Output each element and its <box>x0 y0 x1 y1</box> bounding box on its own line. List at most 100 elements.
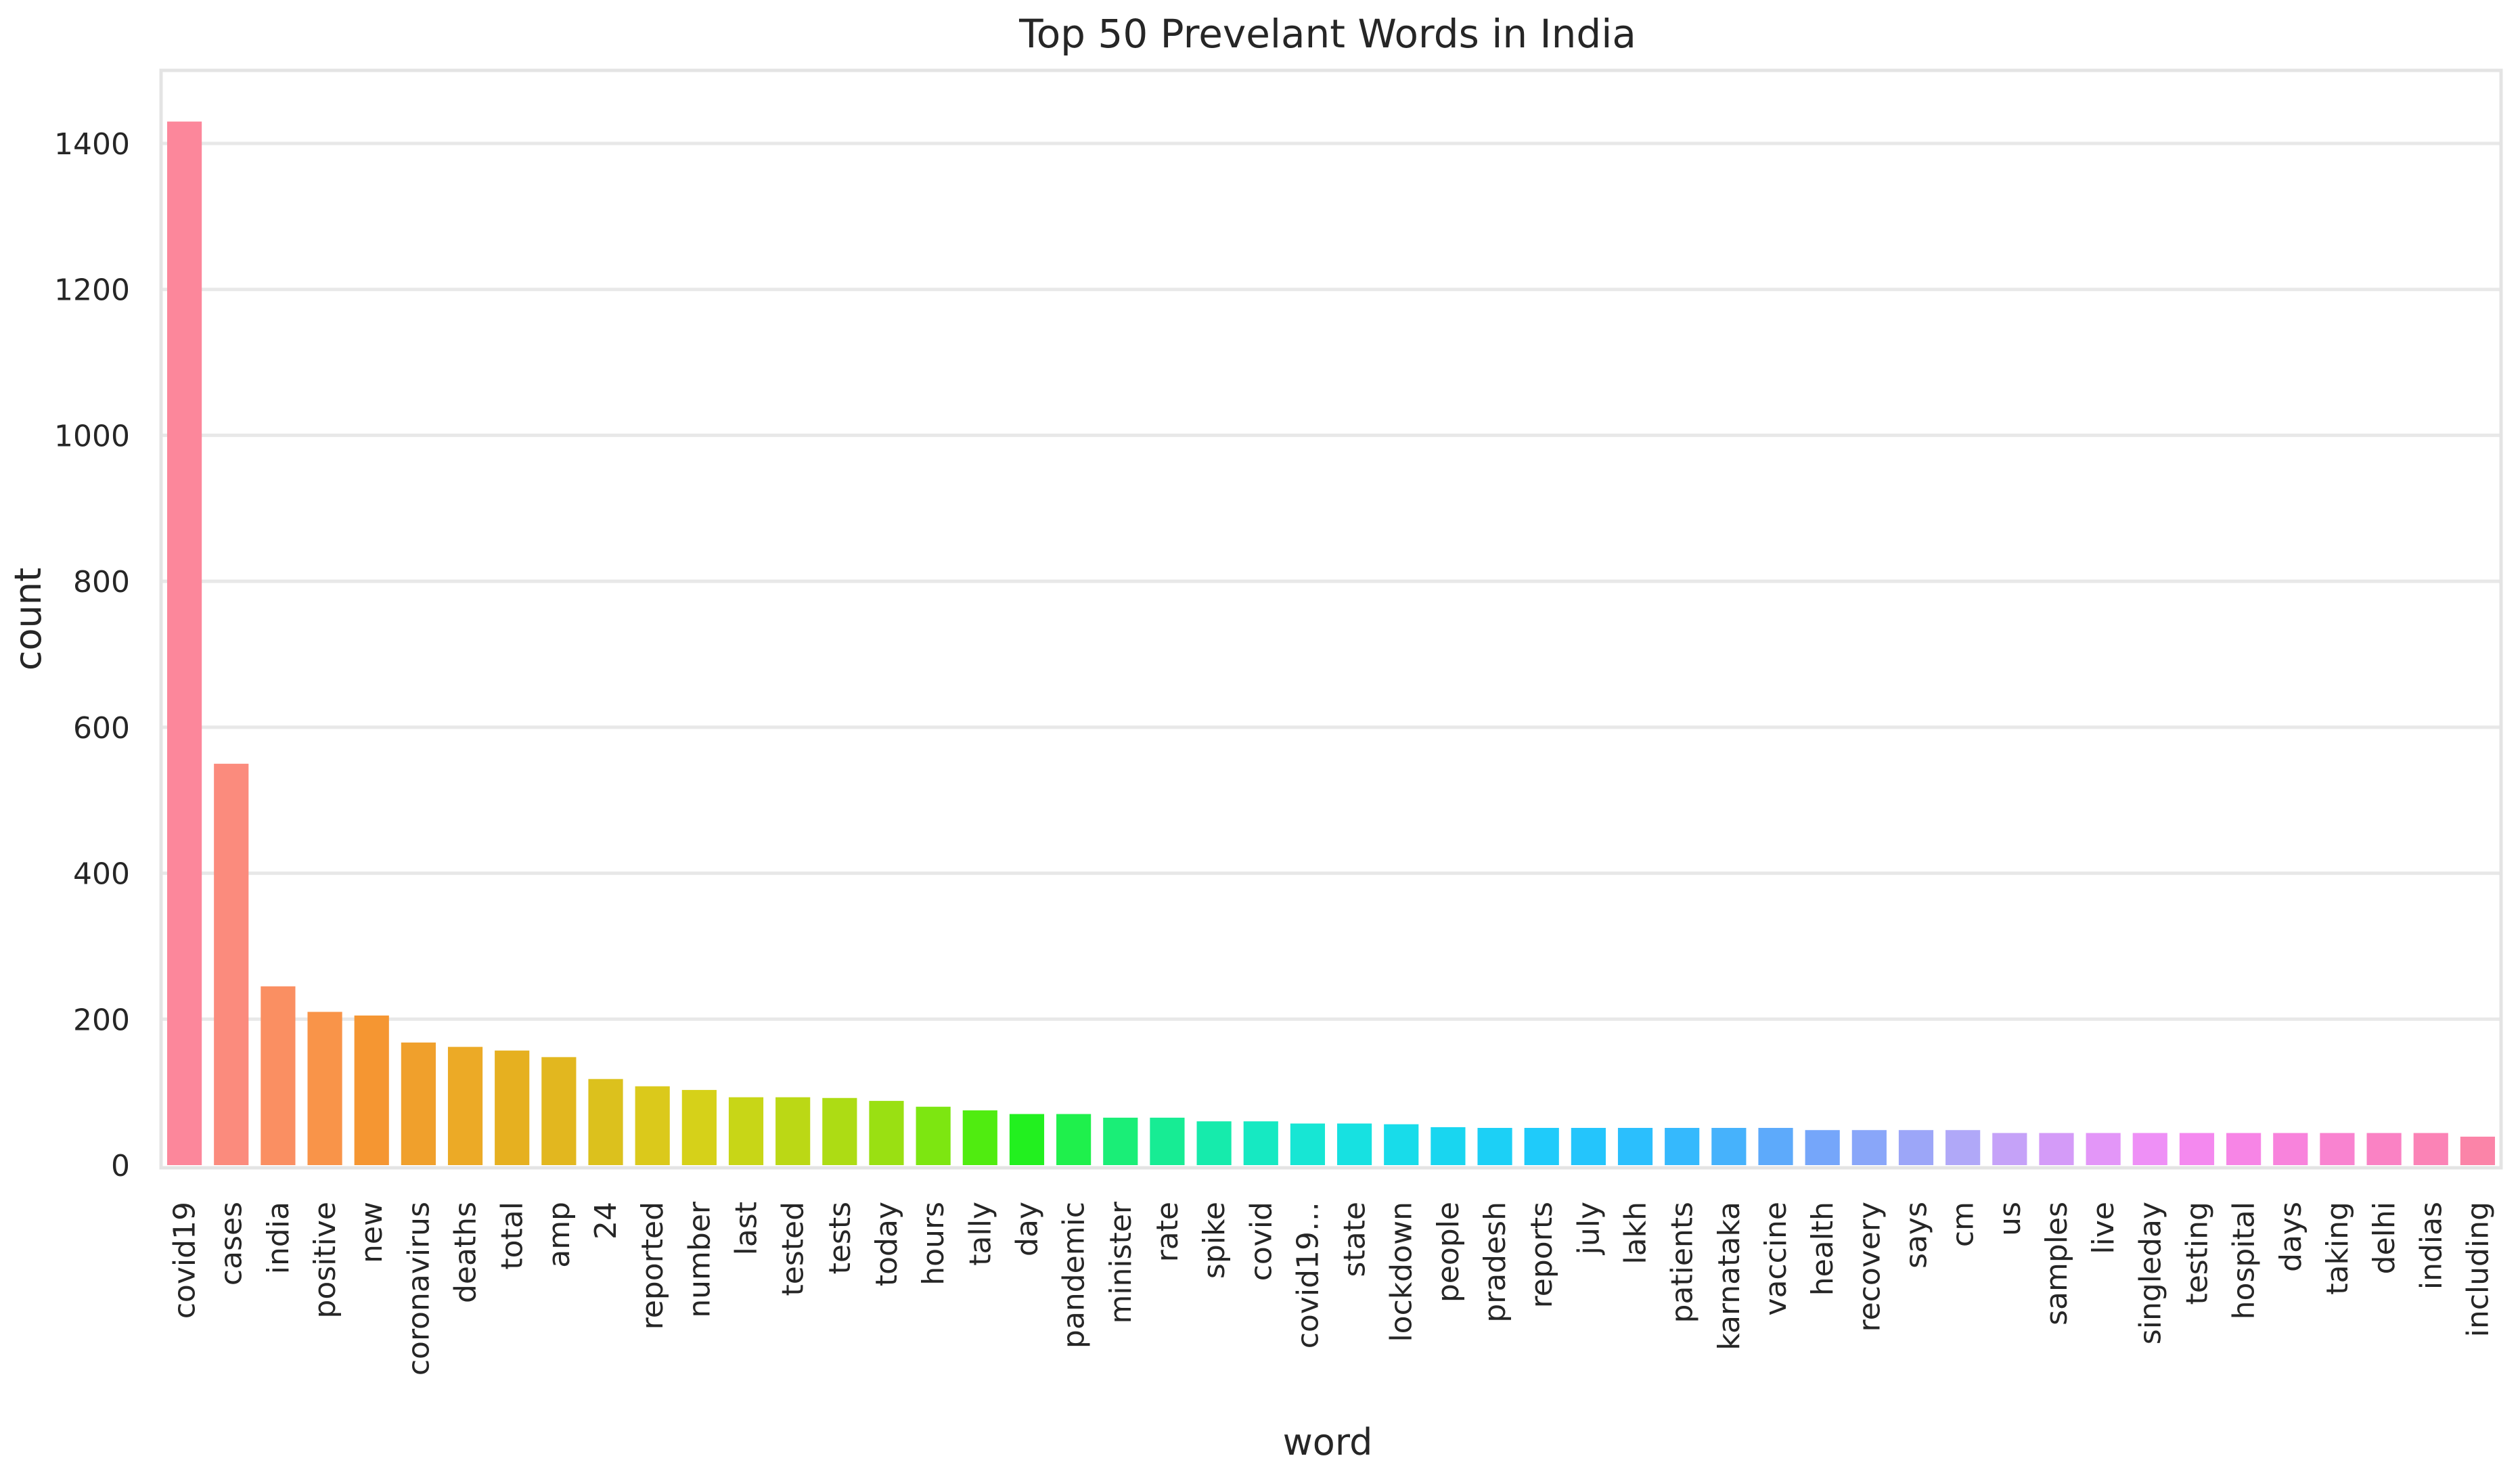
x-tick-label: coronavirus <box>401 1202 436 1376</box>
bar-including <box>2460 1136 2496 1165</box>
x-axis-title: word <box>1283 1421 1373 1463</box>
bar-health <box>1805 1130 1840 1165</box>
x-tick-label: indias <box>2414 1202 2448 1290</box>
bar-tally <box>962 1110 997 1165</box>
bar-tested <box>775 1097 811 1165</box>
x-tick-label: live <box>2086 1202 2121 1254</box>
x-tick-label: testing <box>2180 1202 2214 1305</box>
x-tick-label: reported <box>635 1202 670 1330</box>
x-tick-label: day <box>1010 1202 1044 1256</box>
bar-number <box>681 1089 717 1165</box>
x-tick-label: covid <box>1244 1202 1278 1281</box>
bar-last <box>728 1097 764 1165</box>
bar-live <box>2086 1133 2121 1165</box>
y-axis-title: count <box>7 568 49 671</box>
x-tick-label: samples <box>2040 1202 2074 1325</box>
bar-pradesh <box>1477 1127 1512 1165</box>
x-tick-label: us <box>1993 1202 2027 1236</box>
x-tick-label: hospital <box>2227 1202 2262 1319</box>
x-tick-label: minister <box>1104 1201 1138 1323</box>
bar-reported <box>635 1086 670 1165</box>
bar-reports <box>1524 1127 1559 1165</box>
y-tick-label: 1200 <box>54 273 130 308</box>
bar-indias <box>2413 1133 2448 1165</box>
chart-title: Top 50 Prevelant Words in India <box>1018 11 1636 57</box>
bar-cm <box>1945 1130 1981 1165</box>
x-tick-label: patients <box>1665 1202 1700 1323</box>
x-tick-label: covid19… <box>1290 1202 1325 1348</box>
y-tick-label: 0 <box>111 1149 130 1183</box>
x-tick-label: health <box>1805 1202 1840 1296</box>
x-tick-label: deaths <box>449 1202 483 1303</box>
bar-delhi <box>2366 1133 2402 1165</box>
bar-new <box>354 1015 389 1165</box>
x-tick-label: amp <box>542 1202 577 1268</box>
bar-people <box>1431 1127 1466 1165</box>
bar-tests <box>822 1097 857 1165</box>
x-tick-label: vaccine <box>1759 1202 1793 1316</box>
x-tick-label: cases <box>215 1202 249 1286</box>
x-tick-label: lockdown <box>1385 1202 1419 1342</box>
y-tick-label: 1400 <box>54 127 130 162</box>
plot-frame <box>159 68 2503 1170</box>
x-tick-label: including <box>2460 1202 2495 1337</box>
x-tick-label: 24 <box>589 1202 623 1240</box>
x-tick-label: tested <box>776 1202 811 1296</box>
x-tick-label: says <box>1899 1202 1934 1269</box>
y-tick-label: 1000 <box>54 419 130 453</box>
bar-vaccine <box>1758 1127 1793 1165</box>
x-tick-label: new <box>355 1202 389 1263</box>
x-tick-label: days <box>2274 1202 2308 1272</box>
x-tick-label: recovery <box>1852 1202 1887 1332</box>
y-tick-label: 600 <box>73 711 130 746</box>
bar-covid19… <box>1290 1123 1326 1165</box>
bar-testing <box>2179 1133 2215 1165</box>
bar-samples <box>2039 1133 2074 1165</box>
x-tick-label: people <box>1431 1202 1466 1302</box>
x-tick-label: india <box>261 1202 296 1274</box>
x-tick-label: state <box>1338 1202 1372 1277</box>
bar-today <box>869 1101 904 1165</box>
x-tick-label: pandemic <box>1057 1202 1092 1348</box>
bar-lakh <box>1617 1127 1653 1165</box>
bar-recovery <box>1851 1130 1887 1165</box>
bar-amp <box>541 1057 577 1165</box>
x-tick-label: covid19 <box>168 1202 202 1319</box>
x-tick-label: pradesh <box>1478 1202 1512 1323</box>
y-tick-label: 800 <box>73 565 130 599</box>
bar-covid <box>1243 1121 1278 1165</box>
bar-pandemic <box>1056 1114 1092 1165</box>
x-tick-label: spike <box>1197 1202 1232 1279</box>
x-tick-label: delhi <box>2367 1202 2402 1274</box>
bar-taking <box>2320 1133 2355 1165</box>
y-tick-label: 400 <box>73 857 130 892</box>
bar-total <box>495 1050 530 1165</box>
bar-karnataka <box>1711 1127 1747 1165</box>
bar-rate <box>1150 1117 1185 1165</box>
bar-lockdown <box>1384 1124 1419 1165</box>
bar-spike <box>1196 1121 1232 1165</box>
x-tick-label: rate <box>1150 1202 1185 1262</box>
bar-state <box>1336 1123 1372 1165</box>
bar-days <box>2273 1133 2308 1165</box>
x-tick-label: today <box>870 1202 904 1286</box>
bar-singleday <box>2132 1133 2167 1165</box>
bar-hours <box>916 1106 951 1165</box>
bar-24 <box>588 1079 623 1165</box>
x-tick-label: karnataka <box>1712 1202 1747 1351</box>
bar-july <box>1571 1127 1606 1165</box>
x-tick-label: hours <box>916 1202 951 1286</box>
bar-india <box>261 986 296 1165</box>
bar-us <box>1992 1133 2027 1165</box>
x-tick-label: lakh <box>1619 1202 1653 1265</box>
bar-coronavirus <box>401 1042 436 1165</box>
y-tick-labels: 0 200 400 600 800 1000 1200 1400 <box>54 127 130 1183</box>
x-tick-label: number <box>682 1201 717 1318</box>
bar-covid19 <box>166 121 202 1166</box>
x-tick-label: taking <box>2320 1202 2355 1295</box>
x-tick-label: reports <box>1525 1202 1559 1308</box>
x-tick-label: total <box>495 1202 530 1270</box>
x-tick-labels: covid19 cases india positive new coronavirus d… <box>168 1201 2496 1376</box>
x-tick-label: cm <box>1946 1202 1981 1247</box>
